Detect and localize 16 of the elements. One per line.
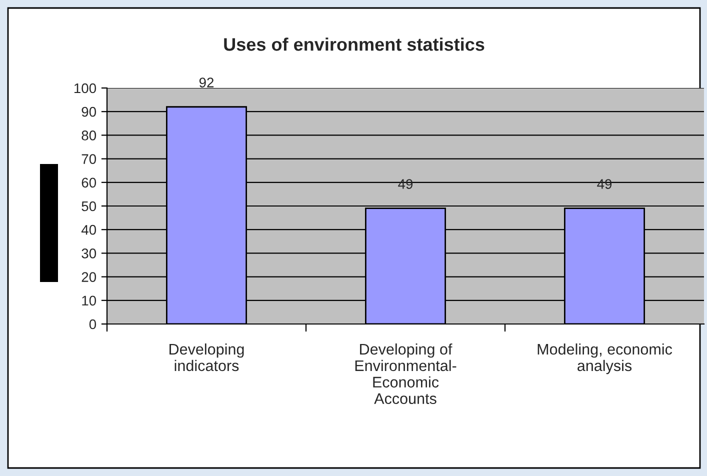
y-tick-label: 70 (82, 154, 96, 164)
y-tick-label: 10 (82, 296, 96, 306)
y-tick-label: 20 (82, 272, 96, 282)
chart-title: Uses of environment statistics (224, 38, 484, 51)
y-tick-label: 50 (82, 201, 96, 212)
y-tick-label: 100 (74, 83, 96, 94)
data-label: 92 (199, 78, 214, 88)
y-tick-label: 60 (82, 178, 96, 188)
x-tick-label: Developing of Environmental- Economic Accounts (355, 343, 456, 404)
y-tick-label: 0 (89, 319, 96, 330)
y-tick-label: 90 (82, 106, 96, 117)
y-tick-label: 30 (82, 248, 96, 258)
x-tick-label: Developing indicators (170, 343, 244, 372)
x-tick-label: Modeling, economic analysis (538, 343, 672, 374)
y-tick-label: 80 (82, 130, 96, 140)
y-tick-label: 40 (81, 224, 96, 235)
